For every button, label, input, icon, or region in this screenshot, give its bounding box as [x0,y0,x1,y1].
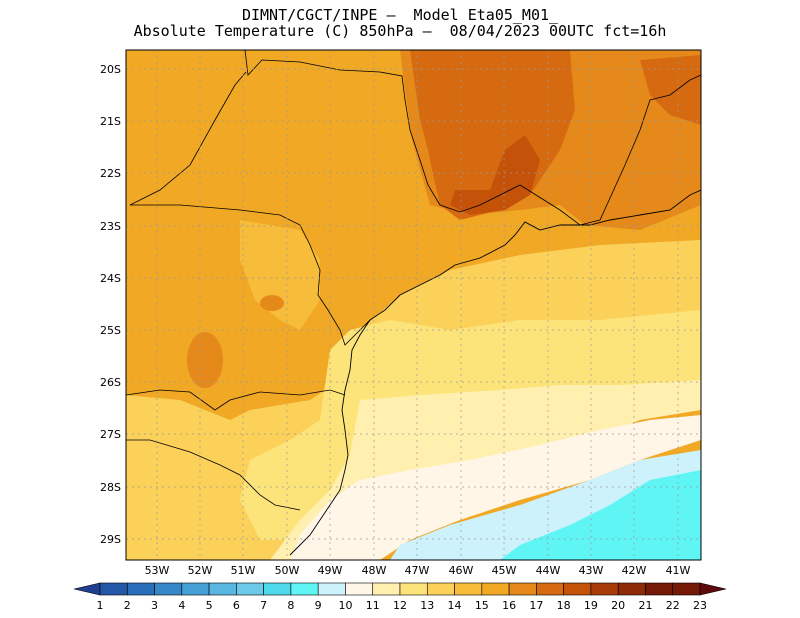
colorbar-label: 21 [638,599,652,612]
colorbar-swatch [508,582,537,596]
lat-label: 29S [100,533,121,546]
colorbar-swatch [126,582,155,596]
lon-label: 43W [579,564,604,577]
colorbar-label: 2 [124,599,131,612]
colorbar-label: 3 [151,599,158,612]
lon-labels: 53W 52W 51W 50W 49W 48W 47W 46W 45W 44W … [145,564,691,577]
colorbar-label: 16 [502,599,516,612]
lat-label: 23S [100,220,121,233]
state-borders [126,50,701,511]
colorbar-swatch [536,582,564,596]
field-band-10 [500,470,701,560]
colorbar-swatch [672,582,701,596]
colorbar-swatch [263,582,292,596]
colorbar-swatch [208,582,237,596]
colorbar-label: 5 [206,599,213,612]
lon-label: 41W [666,564,691,577]
field-band-18-ne [640,55,701,125]
colorbar-arrow-right [699,582,727,596]
colorbar-label: 22 [666,599,680,612]
lon-label: 53W [145,564,170,577]
colorbar-label: 20 [611,599,625,612]
colorbar-label: 10 [338,599,352,612]
field-band-15-west [240,220,320,330]
lat-label: 25S [100,324,121,337]
lon-label: 49W [318,564,343,577]
colorbar-swatch [236,582,264,596]
colorbar-label: 9 [315,599,322,612]
colorbar-label: 13 [420,599,434,612]
colorbar-swatch [590,582,619,596]
grid [126,50,701,560]
title-line-2: Absolute Temperature (C) 850hPa – 08/04/… [133,22,667,40]
colorbar-arrow-left [73,582,101,596]
lon-label: 48W [362,564,387,577]
colorbar-swatch [617,582,646,596]
colorbar-label: 17 [529,599,543,612]
lat-label: 21S [100,115,121,128]
colorbar-label: 4 [178,599,185,612]
colorbar-swatch [317,582,346,596]
lon-label: 45W [492,564,517,577]
colorbar-swatch [99,582,128,596]
colorbar-label: 15 [475,599,489,612]
lon-label: 42W [622,564,647,577]
colorbar [73,582,727,596]
colorbar-label: 7 [260,599,267,612]
colorbar-swatch [154,582,183,596]
colorbar-label: 23 [693,599,707,612]
lon-label: 46W [449,564,474,577]
coastline [289,189,701,556]
lon-label: 50W [275,564,300,577]
lon-label: 47W [405,564,430,577]
colorbar-swatch [645,582,674,596]
colorbar-swatch [481,582,510,596]
lat-label: 28S [100,481,121,494]
lon-label: 44W [536,564,561,577]
title-line-1: DIMNT/CGCT/INPE – Model Eta05_M01_ [241,6,559,24]
lat-label: 27S [100,428,121,441]
colorbar-label: 12 [393,599,407,612]
lat-label: 22S [100,167,121,180]
colorbar-swatch [181,582,210,596]
colorbar-label: 8 [287,599,294,612]
colorbar-label: 1 [97,599,104,612]
lon-label: 52W [188,564,213,577]
colorbar-swatch [290,582,319,596]
lon-label: 51W [231,564,256,577]
field-band-19 [450,135,540,215]
colorbar-swatch [426,582,455,596]
colorbar-swatch [399,582,428,596]
temperature-field [126,50,701,560]
lat-label: 26S [100,376,121,389]
colorbar-labels: 1 2 3 4 5 6 7 8 9 10 11 12 13 14 15 16 17 18 19 20 21 22 23 [97,599,708,612]
map-frame [125,49,702,561]
field-spot-west-2 [260,295,284,311]
colorbar-label: 6 [233,599,240,612]
colorbar-label: 11 [366,599,380,612]
lat-label: 24S [100,272,121,285]
colorbar-swatch [345,582,374,596]
field-band-13 [270,380,701,560]
colorbar-label: 18 [557,599,571,612]
lat-label: 20S [100,63,121,76]
field-band-12 [290,415,701,560]
colorbar-swatch [372,582,401,596]
lat-labels: 20S 21S 22S 23S 24S 25S 26S 27S 28S 29S [100,63,121,546]
colorbar-swatch [454,582,483,596]
field-spot-west [187,332,223,388]
colorbar-label: 19 [584,599,598,612]
colorbar-swatch [563,582,592,596]
colorbar-label: 14 [448,599,462,612]
